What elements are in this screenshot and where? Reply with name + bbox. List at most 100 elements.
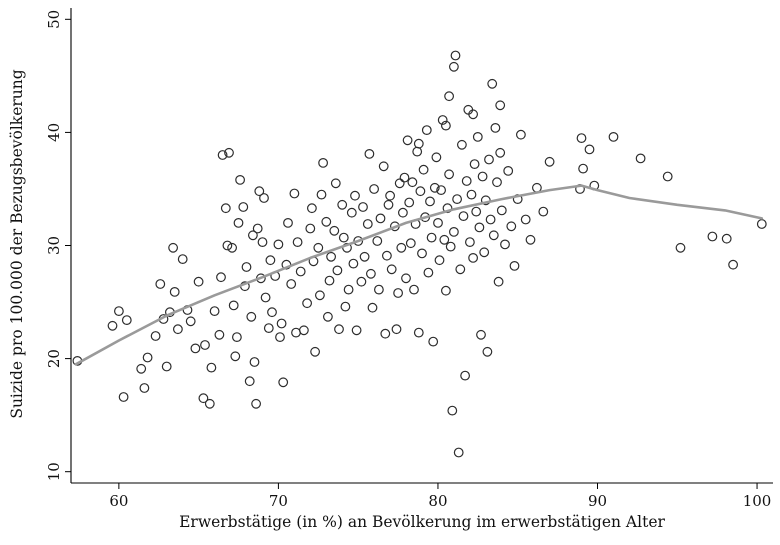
data-point <box>439 234 450 245</box>
data-point <box>155 279 166 289</box>
data-point <box>444 169 455 180</box>
data-point <box>441 285 451 296</box>
data-point <box>295 266 306 277</box>
data-point <box>291 327 301 338</box>
data-point <box>509 261 520 271</box>
y-tick-label: 10 <box>45 462 63 481</box>
data-point <box>482 346 493 357</box>
data-point <box>356 276 367 287</box>
data-point <box>721 233 732 244</box>
data-point <box>520 214 531 225</box>
data-point <box>238 202 249 212</box>
data-point <box>348 258 359 269</box>
data-point <box>346 207 357 218</box>
data-point <box>457 139 467 150</box>
data-point <box>413 327 424 338</box>
data-point <box>142 352 153 363</box>
data-point <box>516 129 526 140</box>
data-point <box>479 247 490 258</box>
data-point <box>495 100 506 111</box>
data-point <box>386 264 397 275</box>
data-point <box>431 152 442 163</box>
x-tick-label: 90 <box>588 492 607 510</box>
data-point <box>177 254 188 265</box>
data-point <box>404 197 415 208</box>
data-point <box>407 177 418 188</box>
data-point <box>461 176 472 186</box>
data-point <box>445 241 456 252</box>
data-point <box>161 361 172 372</box>
data-point <box>506 221 517 232</box>
data-point <box>362 219 373 229</box>
y-ticks: 10 20 30 40 50 <box>45 10 71 481</box>
data-point <box>675 242 686 253</box>
data-point <box>227 242 238 253</box>
x-tick-label: 70 <box>269 492 288 510</box>
data-point <box>337 199 348 210</box>
data-point <box>452 194 463 205</box>
data-point <box>193 276 204 287</box>
data-point <box>247 230 258 241</box>
data-point <box>488 230 499 241</box>
data-point <box>374 284 384 295</box>
data-point <box>321 216 332 227</box>
data-point <box>453 447 464 458</box>
data-point <box>230 351 241 362</box>
data-point <box>318 157 329 168</box>
data-point <box>198 393 209 404</box>
data-point <box>216 272 226 283</box>
y-tick-label: 30 <box>45 236 63 255</box>
data-point <box>428 336 439 347</box>
data-point <box>265 255 276 266</box>
data-point <box>358 202 368 212</box>
data-point <box>310 346 321 357</box>
data-point <box>235 174 246 185</box>
data-point <box>343 284 354 295</box>
data-point <box>538 206 549 217</box>
data-point <box>169 287 180 297</box>
data-point <box>474 222 485 233</box>
data-point <box>490 122 501 133</box>
data-point <box>113 306 124 317</box>
data-point <box>584 144 595 155</box>
data-point <box>330 178 341 189</box>
data-point <box>168 242 179 253</box>
data-point <box>302 298 313 309</box>
data-point <box>402 135 413 146</box>
data-point <box>476 329 486 340</box>
data-point <box>442 203 453 214</box>
x-tick-label: 80 <box>428 492 447 510</box>
data-point <box>471 206 482 217</box>
data-point <box>136 363 147 374</box>
data-point <box>409 284 419 295</box>
data-point <box>426 232 437 243</box>
data-point <box>417 248 427 259</box>
data-point <box>380 328 391 339</box>
data-point <box>228 300 239 311</box>
data-point <box>485 214 496 225</box>
data-point <box>437 115 448 125</box>
data-point <box>367 302 378 313</box>
data-point <box>525 234 536 245</box>
data-point <box>492 177 502 188</box>
data-point <box>728 259 738 270</box>
data-point <box>468 252 479 263</box>
data-point <box>460 370 471 381</box>
data-point <box>313 242 324 253</box>
data-point <box>315 290 325 301</box>
data-point <box>436 185 447 196</box>
data-point <box>441 120 451 131</box>
data-point <box>434 255 445 266</box>
data-point <box>340 301 351 312</box>
data-point <box>449 61 459 72</box>
y-tick-label: 20 <box>45 349 63 368</box>
data-point <box>405 238 416 249</box>
data-point <box>278 377 289 388</box>
data-point <box>500 239 510 250</box>
data-point <box>246 311 257 322</box>
data-point <box>275 332 285 343</box>
data-point <box>252 223 263 234</box>
data-point <box>378 161 389 172</box>
data-point <box>458 211 469 222</box>
